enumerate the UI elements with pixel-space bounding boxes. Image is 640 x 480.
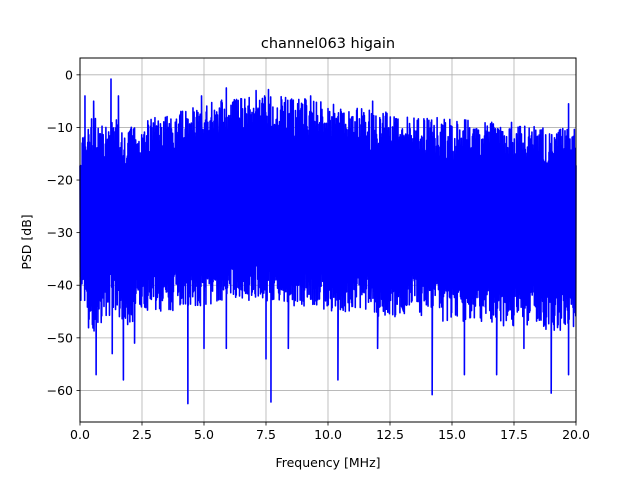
plot-area [79,78,577,405]
x-tick-label: 2.5 [132,427,152,442]
x-tick-label: 17.5 [500,427,528,442]
x-tick-label: 12.5 [376,427,404,442]
x-tick-label: 20.0 [562,427,590,442]
y-tick-label: −20 [47,173,73,188]
x-tick-label: 5.0 [194,427,214,442]
y-axis-label: PSD [dB] [19,214,34,269]
x-tick-label: 15.0 [438,427,466,442]
x-tick-label: 0.0 [70,427,90,442]
y-tick-label: −50 [47,330,73,345]
x-tick-label: 7.5 [256,427,276,442]
axis-ticks: 0.0 2.5 5.0 7.5 10.0 12.5 15.0 17.5 20.0 0 −10 −20 −… [47,67,590,442]
x-axis-label: Frequency [MHz] [275,455,380,470]
y-tick-label: −10 [47,120,73,135]
chart-title: channel063 higain [261,36,395,52]
y-tick-label: −60 [47,383,73,398]
y-tick-label: −30 [47,225,73,240]
x-tick-label: 10.0 [314,427,342,442]
psd-series-line [79,78,577,405]
y-tick-label: −40 [47,278,73,293]
y-tick-label: 0 [65,67,73,82]
